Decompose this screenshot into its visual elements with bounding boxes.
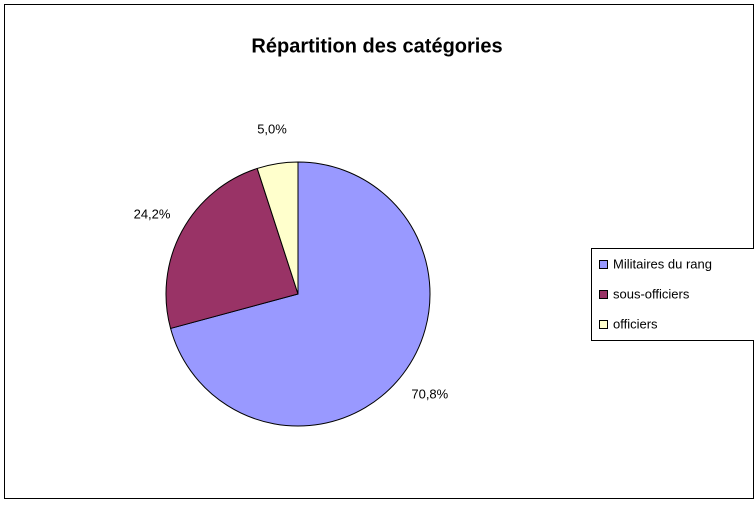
legend-label: officiers (613, 316, 658, 331)
legend-swatch (600, 321, 608, 329)
legend-label: Militaires du rang (613, 256, 712, 271)
legend-swatch (600, 261, 608, 269)
chart-title: Répartition des catégories (251, 35, 502, 57)
data-label: 5,0% (257, 121, 287, 136)
data-label: 24,2% (134, 206, 171, 221)
data-label: 70,8% (411, 386, 448, 401)
legend-swatch (600, 291, 608, 299)
legend-label: sous-officiers (613, 286, 690, 301)
